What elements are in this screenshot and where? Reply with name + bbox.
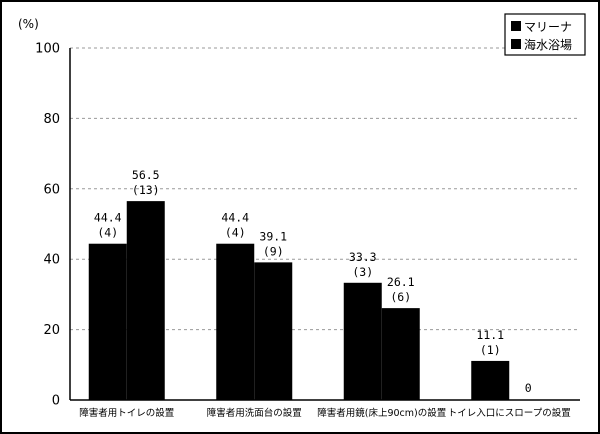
legend-label-beach: 海水浴場 (524, 37, 572, 52)
y-tick-label: 0 (52, 394, 60, 409)
data-label-value: 44.4 (94, 211, 122, 225)
data-label-value: 56.5 (132, 168, 160, 182)
data-label-count: (3) (352, 265, 373, 279)
legend: マリーナ 海水浴場 (504, 13, 586, 56)
bar (88, 243, 127, 400)
x-category-label: 障害者用トイレの設置 (79, 407, 174, 419)
y-tick-label: 40 (43, 253, 60, 268)
bar (126, 201, 165, 400)
bars (88, 201, 510, 400)
data-label-count: (13) (132, 183, 160, 197)
x-category-label: 障害者用洗面台の設置 (207, 407, 302, 419)
data-labels: 44.4(4)56.5(13)44.4(4) 39.1(9) 33.3(3)26.1… (94, 168, 532, 395)
bar (254, 262, 293, 400)
y-tick-label: 100 (35, 42, 60, 57)
x-category-label: 障害者用鏡(床上90cm)の設置 (317, 407, 446, 419)
data-label-value: 26.1 (387, 275, 415, 289)
x-category-label: トイレ入口にスロープの設置 (448, 407, 571, 419)
data-label-count: (9) (263, 244, 284, 258)
y-tick-label: 20 (43, 323, 60, 338)
data-label-value: 0 (525, 381, 532, 395)
legend-swatch-marina (511, 21, 521, 31)
legend-swatch-beach (511, 39, 521, 49)
data-label-count: (4) (97, 226, 118, 240)
legend-label-marina: マリーナ (524, 20, 572, 34)
y-tick-label: 60 (43, 182, 60, 197)
bar (471, 360, 510, 400)
y-unit-label: (%) (18, 17, 39, 31)
y-tick-labels: 0 20 40 60 80 100 (35, 42, 60, 409)
y-tick-label: 80 (43, 112, 60, 127)
data-label-value: 39.1 (259, 229, 287, 243)
category-labels: 障害者用トイレの設置 障害者用洗面台の設置 障害者用鏡(床上90cm)の設置 トイレ入… (79, 407, 570, 419)
data-label-count: (6) (390, 290, 411, 304)
data-label-value: 11.1 (476, 328, 504, 342)
bar (343, 282, 382, 400)
data-label-count: (4) (225, 226, 246, 240)
bar (381, 308, 420, 400)
bar (216, 243, 255, 400)
data-label-value: 33.3 (349, 250, 377, 264)
data-label-count: (1) (480, 343, 501, 357)
data-label-value: 44.4 (221, 211, 249, 225)
